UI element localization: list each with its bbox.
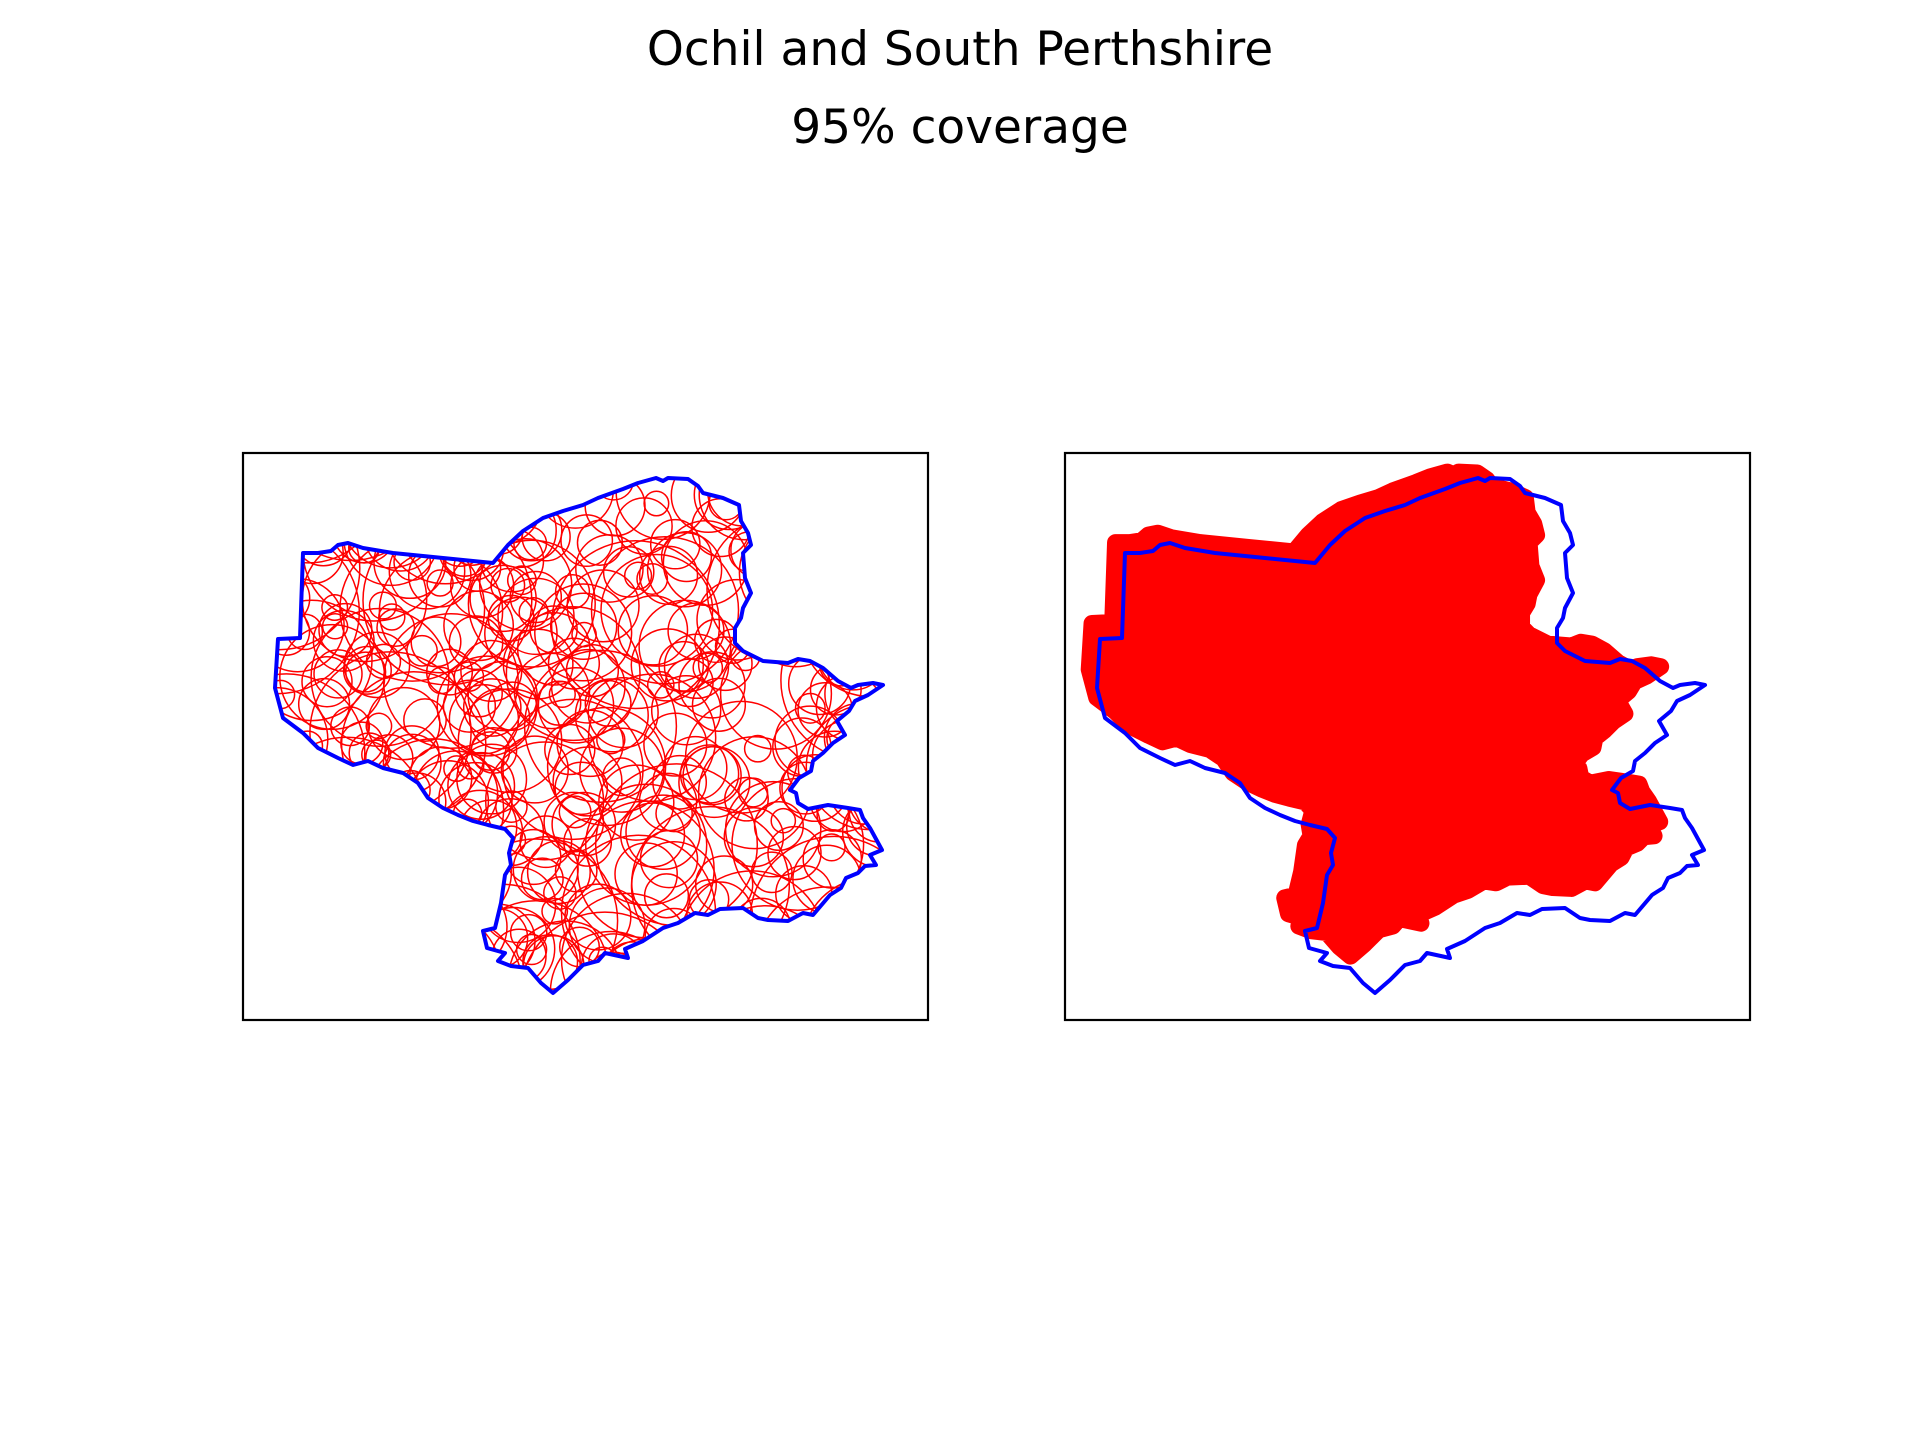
coverage-circle xyxy=(623,561,653,590)
coverage-circle xyxy=(470,731,511,772)
coverage-circle xyxy=(453,661,485,692)
coverage-circle xyxy=(551,791,617,857)
coverage-circle xyxy=(443,755,471,783)
coverage-circle xyxy=(587,676,659,749)
coverage-circle xyxy=(638,772,698,832)
coverage-circle xyxy=(723,806,785,868)
coverage-circle xyxy=(802,829,863,889)
coverage-circle xyxy=(655,794,693,833)
coverage-circle xyxy=(529,605,578,654)
coverage-circle xyxy=(646,532,723,608)
coverage-circle xyxy=(410,616,462,668)
coverage-circle xyxy=(650,674,722,746)
coverage-circle xyxy=(509,570,563,624)
coverage-circle xyxy=(574,678,649,753)
coverage-circle xyxy=(638,599,732,693)
coverage-circle xyxy=(500,735,569,804)
coverage-circle xyxy=(584,783,708,906)
coverage-circle xyxy=(342,645,392,695)
coverage-circle xyxy=(630,628,705,702)
coverage-circle xyxy=(523,649,678,803)
coverage-circle xyxy=(467,539,596,668)
coverage-circle xyxy=(554,849,598,893)
coverage-circle xyxy=(643,873,690,919)
coverage-circle xyxy=(770,807,797,834)
coverage-circle xyxy=(403,698,447,743)
coverage-circle xyxy=(697,636,753,692)
coverage-circle xyxy=(497,577,575,656)
coverage-circle xyxy=(738,777,769,808)
coverage-circle xyxy=(652,754,708,810)
coverage-circle xyxy=(448,615,504,671)
coverage-circle xyxy=(753,800,804,852)
coverage-circle xyxy=(724,776,769,822)
figure-title: Ochil and South Perthshire xyxy=(646,22,1274,77)
coverage-circle xyxy=(602,757,642,797)
coverage-circle xyxy=(378,603,406,631)
coverage-circle xyxy=(548,680,576,709)
coverage-circle xyxy=(549,592,618,661)
coverage-circle xyxy=(321,613,349,640)
coverage-circle xyxy=(365,712,393,740)
coverage-circle xyxy=(312,609,375,672)
coverage-circle xyxy=(534,583,633,682)
coverage-circle xyxy=(636,563,669,595)
coverage-circle xyxy=(457,688,563,794)
coverage-circle xyxy=(526,840,591,905)
coverage-circle xyxy=(502,698,644,841)
coverage-circle xyxy=(691,677,747,732)
coverage-circle xyxy=(625,794,701,871)
coverage-circle xyxy=(617,594,689,666)
coverage-circle xyxy=(660,530,713,583)
coverage-circle xyxy=(550,539,721,710)
coverage-circle xyxy=(638,545,699,605)
coverage-circle xyxy=(724,780,822,878)
coverage-circle xyxy=(590,535,740,685)
coverage-circle xyxy=(484,596,558,671)
coverage-circle xyxy=(301,655,353,708)
coverage-circle xyxy=(460,639,523,703)
coverage-circle xyxy=(515,933,548,966)
coverage-circle xyxy=(490,567,526,603)
coverage-circle xyxy=(649,518,701,570)
coverage-circle xyxy=(643,712,708,777)
coverage-circle xyxy=(462,678,522,737)
coverage-circle xyxy=(646,671,675,699)
coverage-circle xyxy=(546,706,667,827)
coverage-circle xyxy=(520,857,564,901)
coverage-circle xyxy=(321,593,349,622)
figure-subtitle: 95% coverage xyxy=(791,100,1129,155)
coverage-circle xyxy=(509,913,548,952)
coverage-circle xyxy=(565,643,620,698)
coverage-circle xyxy=(541,897,569,925)
coverage-circle xyxy=(519,911,691,993)
coverage-circles xyxy=(275,478,883,993)
coverage-circle xyxy=(643,490,670,517)
coverage-circle xyxy=(442,679,497,733)
coverage-circle xyxy=(817,833,846,862)
coverage-circle xyxy=(313,649,363,699)
map-panel-circles xyxy=(241,451,930,1022)
coverage-circle xyxy=(468,688,531,750)
map-panel-filled xyxy=(1063,451,1752,1022)
coverage-circle xyxy=(576,519,624,566)
coverage-circle xyxy=(469,564,537,633)
